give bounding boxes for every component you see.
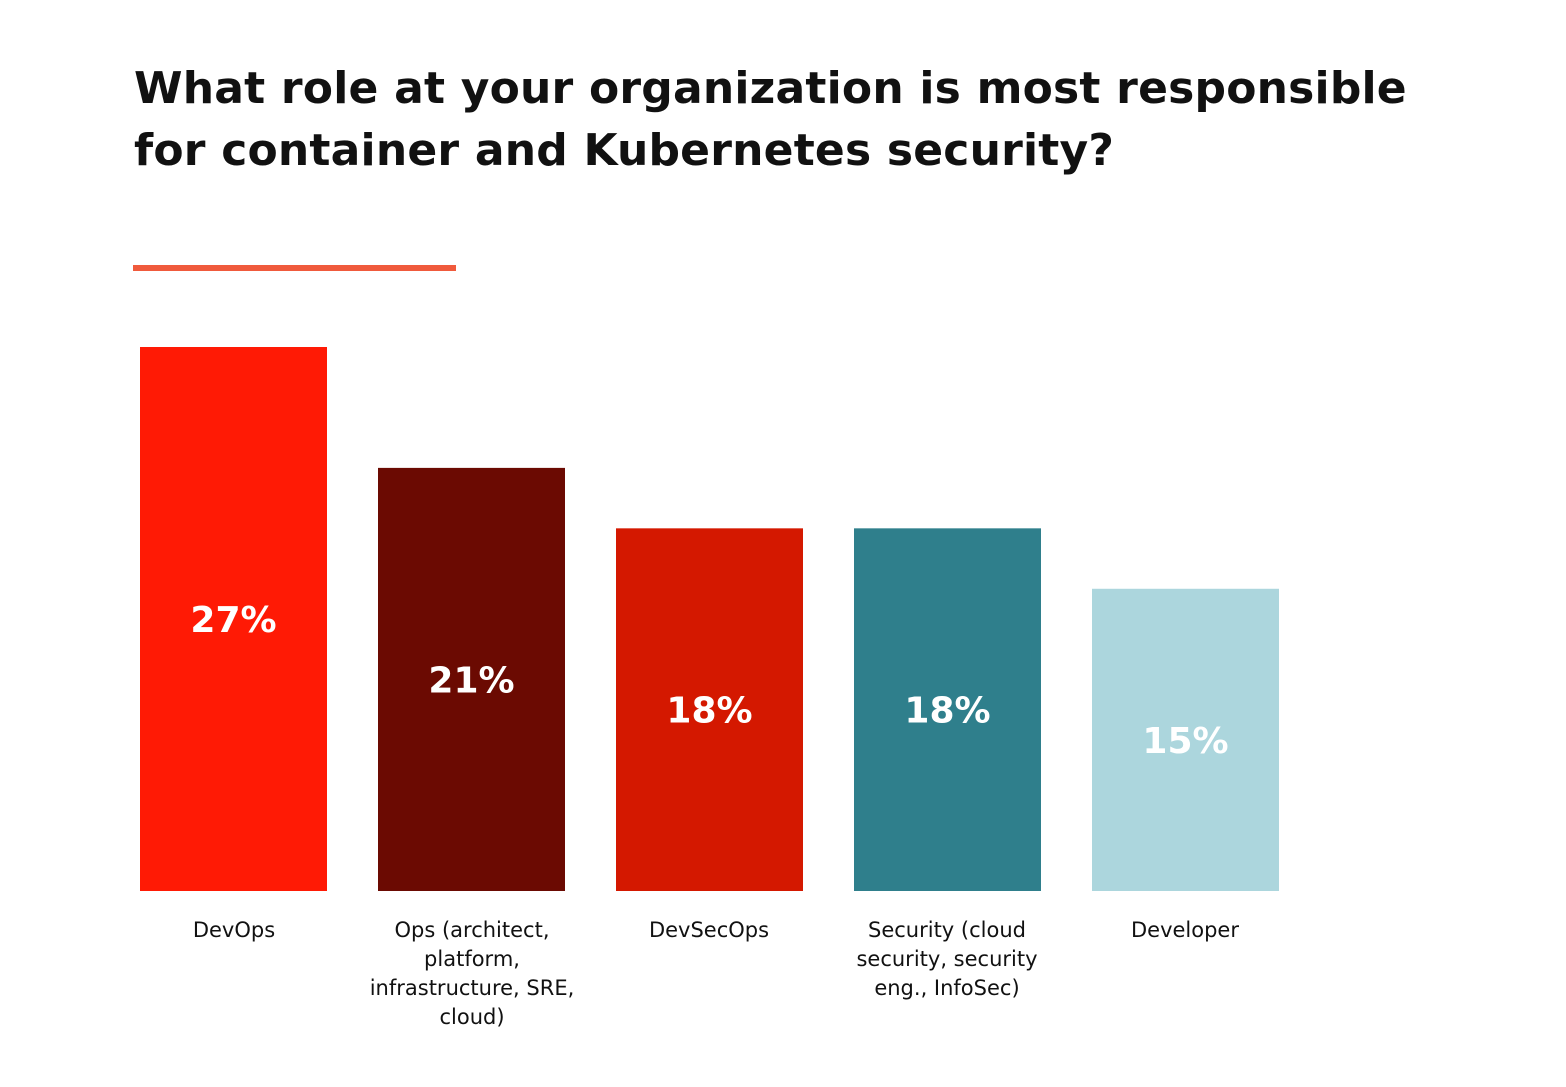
bar-value-label-4: 15% [1142,721,1228,762]
category-label-devops: DevOps [192,918,276,942]
category-label-developer: Developer [1130,918,1239,942]
bar-value-label-0: 27% [190,600,276,641]
bar-4 [1092,588,1279,891]
chart-title: What role at your organization is most r… [134,63,1407,176]
bar-value-label-2: 18% [666,691,752,732]
category-label-security: Security (cloud security, security eng.,… [856,918,1038,1000]
category-label-devsecops: DevSecOps [648,918,770,942]
bar-value-label-3: 18% [904,691,990,732]
bar-value-label-1: 21% [428,660,514,701]
bar-2 [616,528,803,891]
title-underline [133,265,456,271]
bar-1 [378,467,565,891]
category-label-ops: Ops (architect, platform, infrastructure… [369,918,575,1029]
bar-0 [140,347,327,891]
bar-3 [854,528,1041,891]
